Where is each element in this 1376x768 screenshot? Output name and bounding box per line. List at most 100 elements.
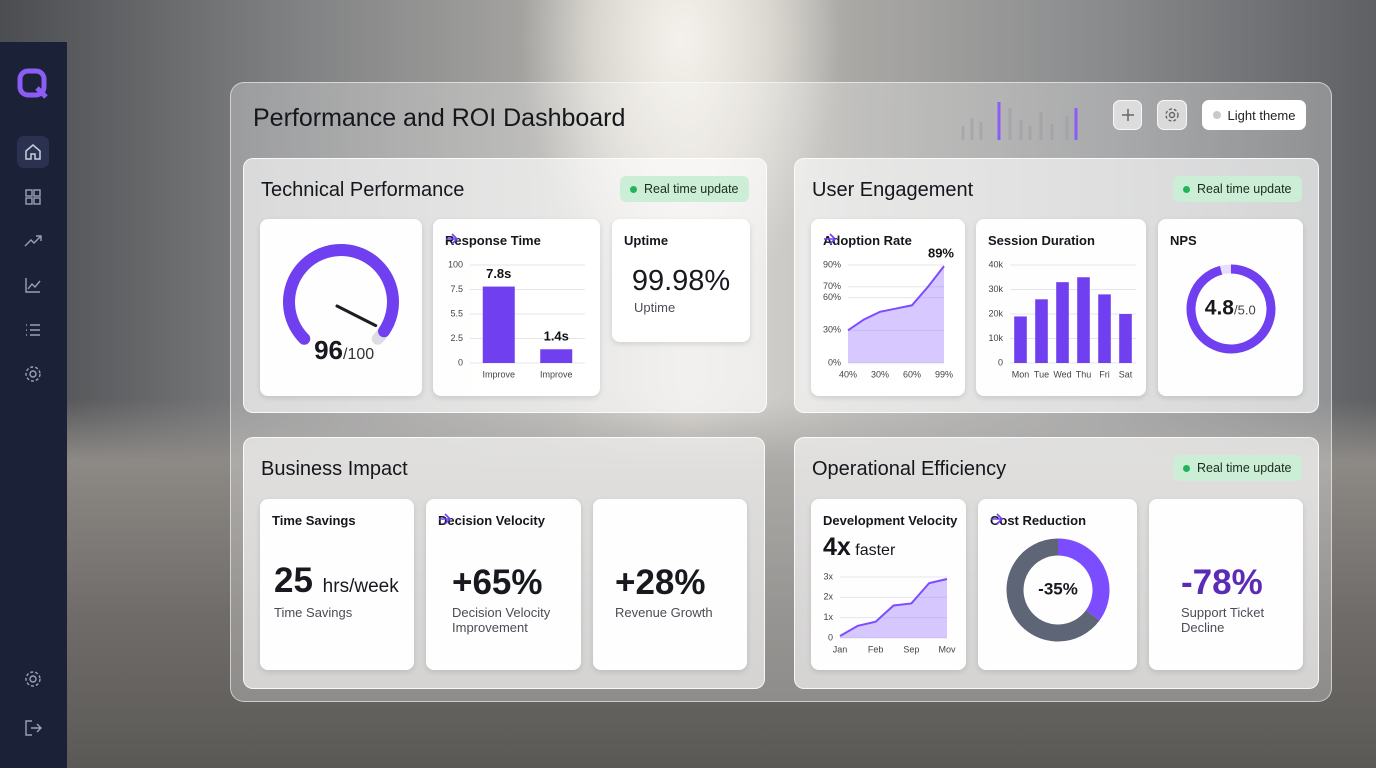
metric-caption: Decision Velocity Improvement [452,605,551,635]
x-tick-label: Thu [1076,369,1092,379]
panel-title: Technical Performance [261,179,465,201]
card-header: Decision Velocity [438,513,545,528]
x-tick-label: Mon [1012,369,1030,379]
y-tick-label: 0 [998,357,1003,367]
card: -78% Support Ticket Decline [1149,499,1303,670]
card: -35% Cost Reduction [978,499,1137,670]
card-title: Time Savings [272,513,356,528]
y-tick-label: 0% [828,357,841,367]
y-tick-label: 70% [823,281,841,291]
card-title: Response Time [445,233,541,248]
panel-title: Business Impact [261,458,408,480]
ring-arc [1186,264,1276,354]
value-label: 7.8s [486,266,511,281]
metric-value: +65% [452,563,543,602]
area-line [839,578,948,637]
dashboard-title: Performance and ROI Dashboard [253,104,626,132]
card: Time Savings 25 hrs/week Time Savings [260,499,414,670]
metric-caption: Uptime [634,300,676,315]
x-tick-label: Improve [540,369,573,379]
ring-value: 4.8 [1205,297,1235,320]
gauge-max: /100 [343,346,374,363]
nav-logout[interactable] [17,712,49,744]
bar [540,349,573,363]
area-chart: 0%30%60%70%90%40% 30% 60% 99%89% [823,246,954,380]
bar [1056,282,1069,363]
card: +28% Revenue Growth [593,499,747,670]
y-tick-label: 3x [823,571,833,581]
donut-slice [1006,538,1100,642]
metric-number: 25 [274,561,313,600]
y-tick-label: 0 [458,357,463,367]
settings-button[interactable] [1157,100,1187,130]
bar [1077,277,1090,363]
x-tick-label: 60% [903,369,921,379]
area-chart: 0 1x 2x 3x Jan Feb Sep Mov [823,571,956,654]
card: Decision Velocity +65% Decision Velocity… [426,499,581,670]
ring-chart: 4.8/5.0 [1186,264,1276,354]
metric-value: 25 hrs/week [274,561,414,601]
gauge-value: 96 [314,335,343,365]
nav-trend[interactable] [17,225,49,257]
y-tick-label: 1x [823,612,833,622]
link-arrow[interactable] [990,513,1004,525]
ring-max: /5.0 [1234,302,1256,317]
nav-settings[interactable] [17,358,49,390]
x-tick-label: 30% [871,369,889,379]
metric-caption: Time Savings [274,605,353,620]
card-title: NPS [1170,233,1197,248]
y-tick-label: 5.5 [450,308,463,318]
add-button[interactable] [1113,100,1142,130]
link-arrow[interactable] [445,233,459,245]
y-tick-label: 2.5 [450,333,463,343]
bar-chart: 0 2.5 5.5 7.5 100 Improve 7.8s Improve 1.4s [448,259,585,379]
link-arrow[interactable] [438,513,452,525]
area-fill [840,579,947,638]
status-badge: Real time update [620,176,749,202]
nav-analytics[interactable] [17,269,49,301]
link-arrow[interactable] [823,233,837,245]
card-header: Cost Reduction [990,513,1086,528]
x-tick-label: Sat [1119,369,1133,379]
gauge-needle [335,304,378,328]
card-title: Cost Reduction [990,513,1087,528]
y-tick-label: 2x [823,592,833,602]
card: 4.8/5.0 NPS [1158,219,1303,396]
gauge-arc [283,244,399,345]
y-tick-label: 7.5 [450,284,463,294]
card-title: Development Velocity [823,513,958,528]
metric-caption: Revenue Growth [615,605,713,620]
card: Uptime 99.98% Uptime [612,219,750,342]
sidebar [0,42,67,768]
nav-list[interactable] [17,314,49,346]
x-tick-label: Mov [938,644,956,654]
nav-preferences[interactable] [17,663,49,695]
status-badge: Real time update [1173,176,1302,202]
card: 0 1x 2x 3x Jan Feb Sep Mov Development Velocity… [811,499,966,670]
card-header: Adoption Rate [823,233,912,248]
status-badge: Real time update [1173,455,1302,481]
area-line [847,265,945,332]
value-label: 1.4s [544,329,569,344]
nav-home[interactable] [17,136,49,168]
card: 96/100 [260,219,422,396]
y-tick-label: 40k [988,259,1003,269]
area-fill [848,266,944,363]
bar-chart: 0 10k 20k 30k 40k Mon Tue Wed Thu Fri Sat [988,259,1136,379]
metric-value: +28% [615,563,706,602]
card: 0 2.5 5.5 7.5 100 Improve 7.8s Improve 1.4s Resp… [433,219,600,396]
bar [1119,314,1132,363]
card: 0% 30% 60% 70% 90% 40% 30% 60% 99% 89% Adoption R… [811,219,965,396]
bar [1035,299,1048,363]
y-tick-label: 30k [988,284,1003,294]
headline: 4x faster [823,533,895,562]
logo [17,68,48,99]
nav-grid[interactable] [17,181,49,213]
bar [1014,316,1027,363]
y-tick-label: 60% [823,292,841,302]
theme-toggle[interactable]: Light theme [1202,100,1306,130]
x-tick-label: Wed [1053,369,1071,379]
